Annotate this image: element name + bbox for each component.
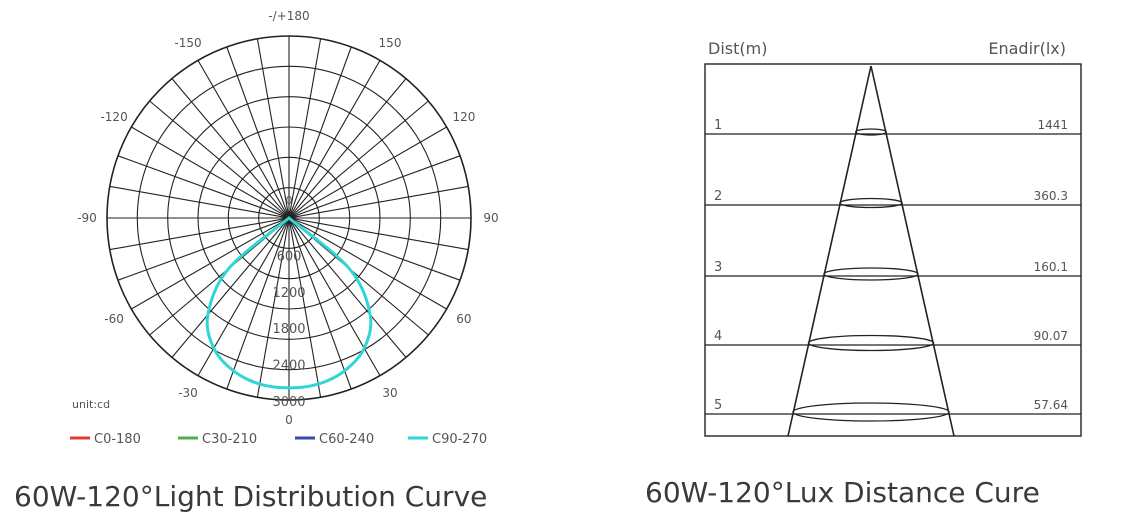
distance-label: 4 <box>714 329 722 344</box>
legend-label: C30-210 <box>202 432 257 447</box>
cone-right-edge <box>870 65 955 437</box>
beam-ellipse <box>792 402 950 422</box>
radial-tick-label: 3000 <box>272 395 305 410</box>
polar-curve <box>205 216 373 390</box>
distance-label: 5 <box>714 398 722 413</box>
radial-tick-label: 1200 <box>272 286 305 301</box>
angle-label: 90 <box>483 211 498 225</box>
legend: C0-180 C30-210 C60-240 C90-270 <box>70 432 487 447</box>
angle-label: -60 <box>104 312 124 326</box>
curve-C90-270 <box>205 216 373 390</box>
center-label: 0 <box>286 194 293 207</box>
lux-header: Enadir(lx) <box>988 39 1066 58</box>
radial-tick-label: 600 <box>277 249 302 264</box>
angle-label: -120 <box>100 110 127 124</box>
distance-label: 3 <box>714 260 722 275</box>
distance-label: 2 <box>714 189 722 204</box>
angle-label: -150 <box>174 36 201 50</box>
dist-header: Dist(m) <box>708 39 767 58</box>
lux-value: 160.1 <box>1034 260 1068 274</box>
beam-ellipse <box>807 334 935 352</box>
lux-rows: 1 1441 2 360.3 3 160.1 4 90.07 5 57.64 <box>705 118 1081 422</box>
beam-ellipse <box>823 267 919 281</box>
angle-label: -90 <box>77 211 97 225</box>
lux-chart-title: 60W-120°Lux Distance Cure <box>645 476 1040 509</box>
lux-value: 360.3 <box>1034 189 1068 203</box>
unit-label: unit:cd <box>72 398 110 411</box>
angle-label: 150 <box>379 36 402 50</box>
angle-label: -30 <box>178 386 198 400</box>
polar-angle-labels: -/+180 -150 150 -120 120 -90 90 -60 60 -30 30 0 <box>77 9 498 427</box>
light-cone <box>787 65 955 437</box>
legend-label: C60-240 <box>319 432 374 447</box>
angle-label: 30 <box>382 386 397 400</box>
angle-label: 0 <box>285 413 293 427</box>
legend-label: C0-180 <box>94 432 141 447</box>
lux-value: 90.07 <box>1034 329 1068 343</box>
lux-frame <box>704 63 1082 437</box>
lux-value: 1441 <box>1037 118 1068 132</box>
polar-radial-labels: 600 1200 1800 2400 3000 <box>272 249 305 410</box>
cone-left-edge <box>787 65 872 437</box>
radial-tick-label: 2400 <box>272 359 305 374</box>
beam-ellipse <box>839 197 903 209</box>
distance-label: 1 <box>714 118 722 133</box>
lux-value: 57.64 <box>1034 398 1068 412</box>
legend-label: C90-270 <box>432 432 487 447</box>
polar-chart: -/+180 -150 150 -120 120 -90 90 -60 60 -30 30 0 600… <box>14 9 499 513</box>
beam-ellipse <box>855 128 887 136</box>
angle-label: 60 <box>456 312 471 326</box>
polar-chart-title: 60W-120°Light Distribution Curve <box>14 480 487 513</box>
angle-label: -/+180 <box>268 9 309 23</box>
angle-label: 120 <box>452 110 475 124</box>
radial-tick-label: 1800 <box>272 322 305 337</box>
lux-distance-chart: Dist(m) Enadir(lx) 1 1441 2 360.3 3 160.1 4 90.… <box>645 39 1082 509</box>
